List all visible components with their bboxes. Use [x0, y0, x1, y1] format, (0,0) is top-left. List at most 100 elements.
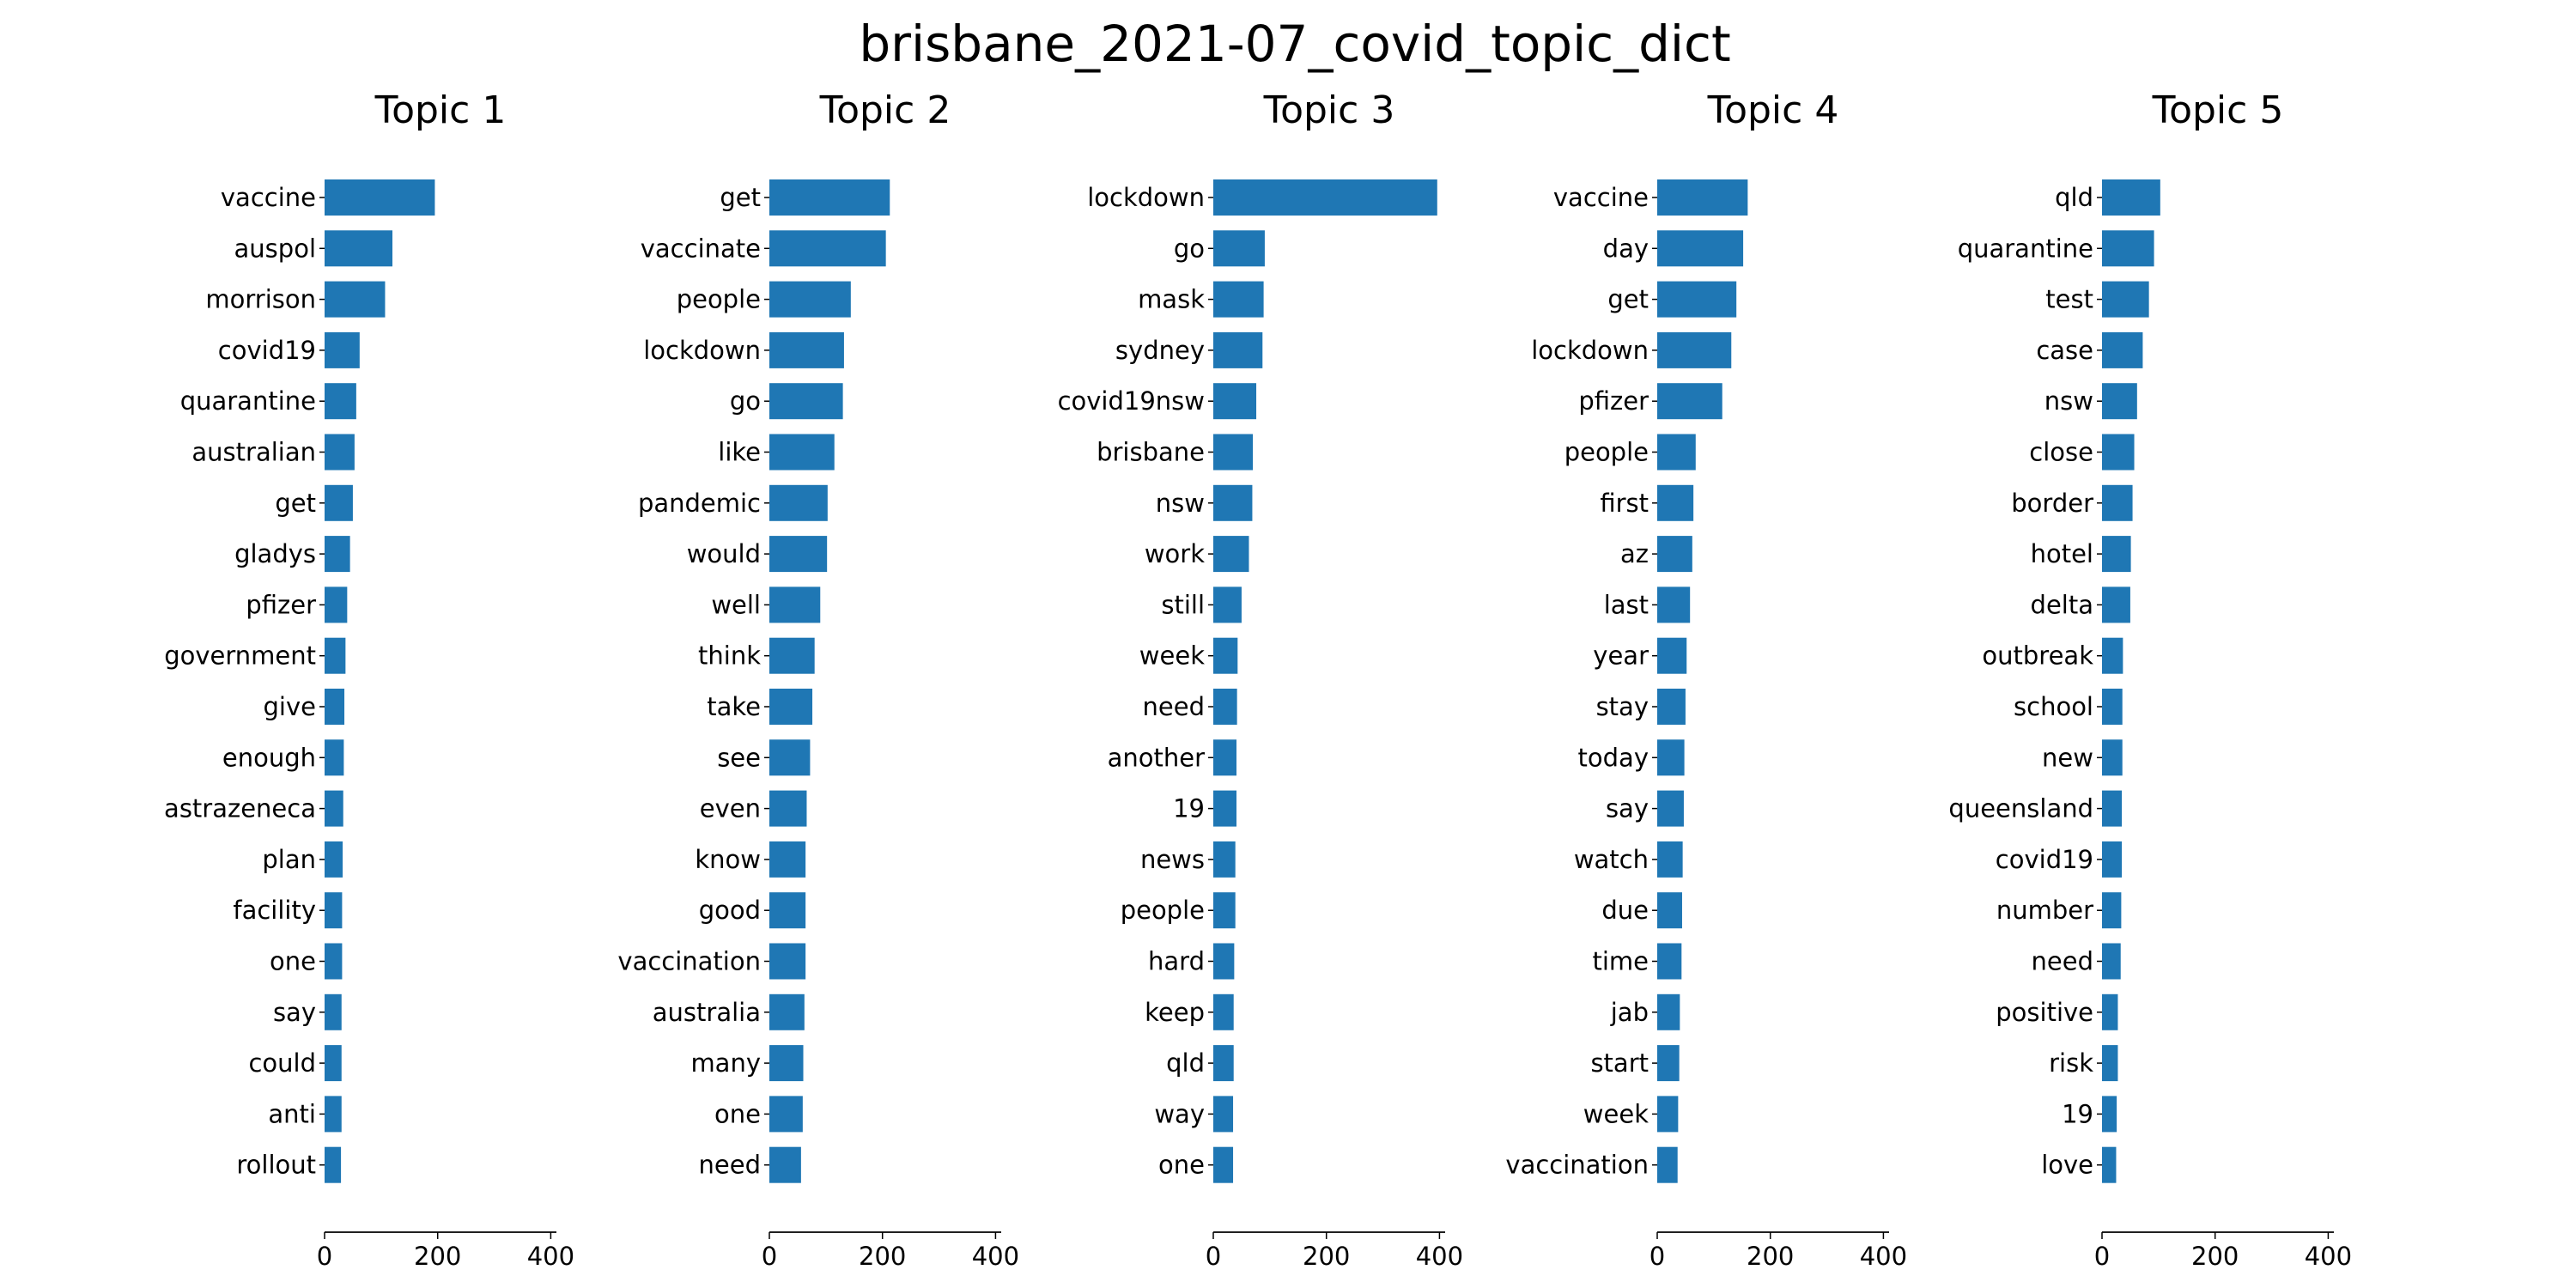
bar-topic-4-stay	[1657, 689, 1686, 725]
category-label-topic-1: australian	[191, 438, 316, 467]
category-label-topic-1: covid19	[218, 336, 316, 365]
bar-topic-3-hard	[1213, 943, 1235, 980]
category-label-topic-5: outbreak	[1982, 641, 2093, 671]
category-label-topic-5: positive	[1996, 998, 2093, 1027]
bar-topic-1-get	[325, 484, 353, 521]
category-label-topic-5: risk	[2049, 1048, 2093, 1078]
bar-topic-2-know	[769, 841, 806, 878]
bar-topic-3-nsw	[1213, 484, 1253, 521]
bar-topic-4-say	[1657, 790, 1684, 827]
x-tick-label-topic-3: 200	[1303, 1242, 1350, 1271]
category-label-topic-3: mask	[1138, 285, 1205, 314]
bar-topic-1-could	[325, 1045, 342, 1082]
bar-topic-1-australian	[325, 434, 355, 471]
category-label-topic-5: 19	[2062, 1099, 2093, 1128]
bar-topic-5-love	[2102, 1146, 2117, 1183]
bar-topic-3-go	[1213, 230, 1265, 267]
subplot-title-topic-2: Topic 2	[819, 88, 951, 132]
bar-topic-4-year	[1657, 637, 1687, 674]
category-label-topic-3: way	[1154, 1099, 1205, 1128]
bar-topic-3-another	[1213, 739, 1236, 776]
bar-topic-4-start	[1657, 1045, 1680, 1082]
bar-topic-3-people	[1213, 892, 1236, 929]
x-tick-label-topic-2: 0	[762, 1242, 777, 1271]
category-label-topic-4: stay	[1596, 692, 1649, 721]
bar-topic-1-pfizer	[325, 586, 348, 623]
bar-topic-2-see	[769, 739, 811, 776]
category-label-topic-1: pfizer	[246, 590, 316, 619]
category-label-topic-2: one	[714, 1099, 761, 1128]
x-tick-label-topic-1: 0	[317, 1242, 332, 1271]
category-label-topic-5: close	[2029, 438, 2093, 467]
category-label-topic-2: pandemic	[638, 489, 761, 518]
category-label-topic-2: even	[700, 794, 761, 823]
bar-topic-1-plan	[325, 841, 343, 878]
category-label-topic-3: one	[1158, 1151, 1205, 1180]
category-label-topic-4: today	[1578, 743, 1649, 772]
x-tick-label-topic-2: 400	[972, 1242, 1019, 1271]
bar-topic-2-get	[769, 179, 890, 216]
x-tick-label-topic-3: 400	[1416, 1242, 1463, 1271]
category-label-topic-4: get	[1607, 285, 1649, 314]
category-label-topic-4: say	[1606, 794, 1649, 823]
bar-topic-2-well	[769, 586, 821, 623]
bar-topic-4-today	[1657, 739, 1685, 776]
bar-topic-4-due	[1657, 892, 1682, 929]
bar-topic-5-school	[2102, 689, 2123, 725]
bar-topic-3-work	[1213, 536, 1249, 573]
category-label-topic-5: delta	[2031, 590, 2093, 619]
bar-topic-2-even	[769, 790, 807, 827]
bar-topic-3-lockdown	[1213, 179, 1437, 216]
category-label-topic-3: need	[1143, 692, 1205, 721]
bar-topic-4-week	[1657, 1096, 1679, 1133]
bar-topic-5-case	[2102, 331, 2143, 368]
category-label-topic-4: time	[1592, 947, 1649, 976]
bar-topic-1-astrazeneca	[325, 790, 343, 827]
category-label-topic-4: last	[1604, 590, 1649, 619]
bar-topic-5-delta	[2102, 586, 2130, 623]
category-label-topic-1: morrison	[205, 285, 316, 314]
category-label-topic-1: anti	[268, 1099, 316, 1128]
bar-topic-5-quarantine	[2102, 230, 2154, 267]
category-label-topic-4: first	[1600, 489, 1649, 518]
category-label-topic-2: good	[699, 896, 761, 925]
category-label-topic-5: hotel	[2031, 539, 2093, 568]
bar-topic-2-vaccinate	[769, 230, 886, 267]
category-label-topic-5: number	[1996, 896, 2093, 925]
x-tick-label-topic-1: 400	[527, 1242, 574, 1271]
subplot-title-topic-3: Topic 3	[1263, 88, 1395, 132]
category-label-topic-2: many	[690, 1048, 761, 1078]
x-tick-label-topic-4: 400	[1860, 1242, 1907, 1271]
bar-topic-5-number	[2102, 892, 2122, 929]
x-tick-label-topic-5: 200	[2191, 1242, 2239, 1271]
category-label-topic-1: rollout	[236, 1151, 316, 1180]
bar-topic-3-keep	[1213, 993, 1234, 1030]
bar-topic-5-outbreak	[2102, 637, 2123, 674]
bar-topic-1-enough	[325, 739, 344, 776]
bar-topic-5-positive	[2102, 993, 2118, 1030]
subplot-title-topic-1: Topic 1	[374, 88, 507, 132]
bar-topic-4-jab	[1657, 993, 1680, 1030]
bar-topic-2-like	[769, 434, 835, 471]
category-label-topic-5: border	[2011, 489, 2093, 518]
category-label-topic-3: news	[1140, 845, 1205, 874]
bar-topic-2-go	[769, 383, 843, 420]
category-label-topic-1: vaccine	[221, 183, 316, 212]
bar-topic-3-19	[1213, 790, 1236, 827]
bar-topic-1-give	[325, 689, 345, 725]
bar-topic-4-get	[1657, 281, 1737, 318]
category-label-topic-2: vaccinate	[641, 234, 761, 263]
bar-topic-2-good	[769, 892, 806, 929]
bar-topic-4-last	[1657, 586, 1691, 623]
category-label-topic-3: people	[1121, 896, 1205, 925]
bar-topic-4-lockdown	[1657, 331, 1732, 368]
bar-topic-5-need	[2102, 943, 2121, 980]
bar-topic-1-covid19	[325, 331, 360, 368]
category-label-topic-1: could	[248, 1048, 316, 1078]
category-label-topic-2: go	[730, 386, 761, 416]
category-label-topic-4: day	[1603, 234, 1649, 263]
category-label-topic-4: week	[1583, 1099, 1649, 1128]
category-label-topic-3: brisbane	[1097, 438, 1205, 467]
category-label-topic-2: people	[677, 285, 761, 314]
category-label-topic-2: like	[718, 438, 761, 467]
